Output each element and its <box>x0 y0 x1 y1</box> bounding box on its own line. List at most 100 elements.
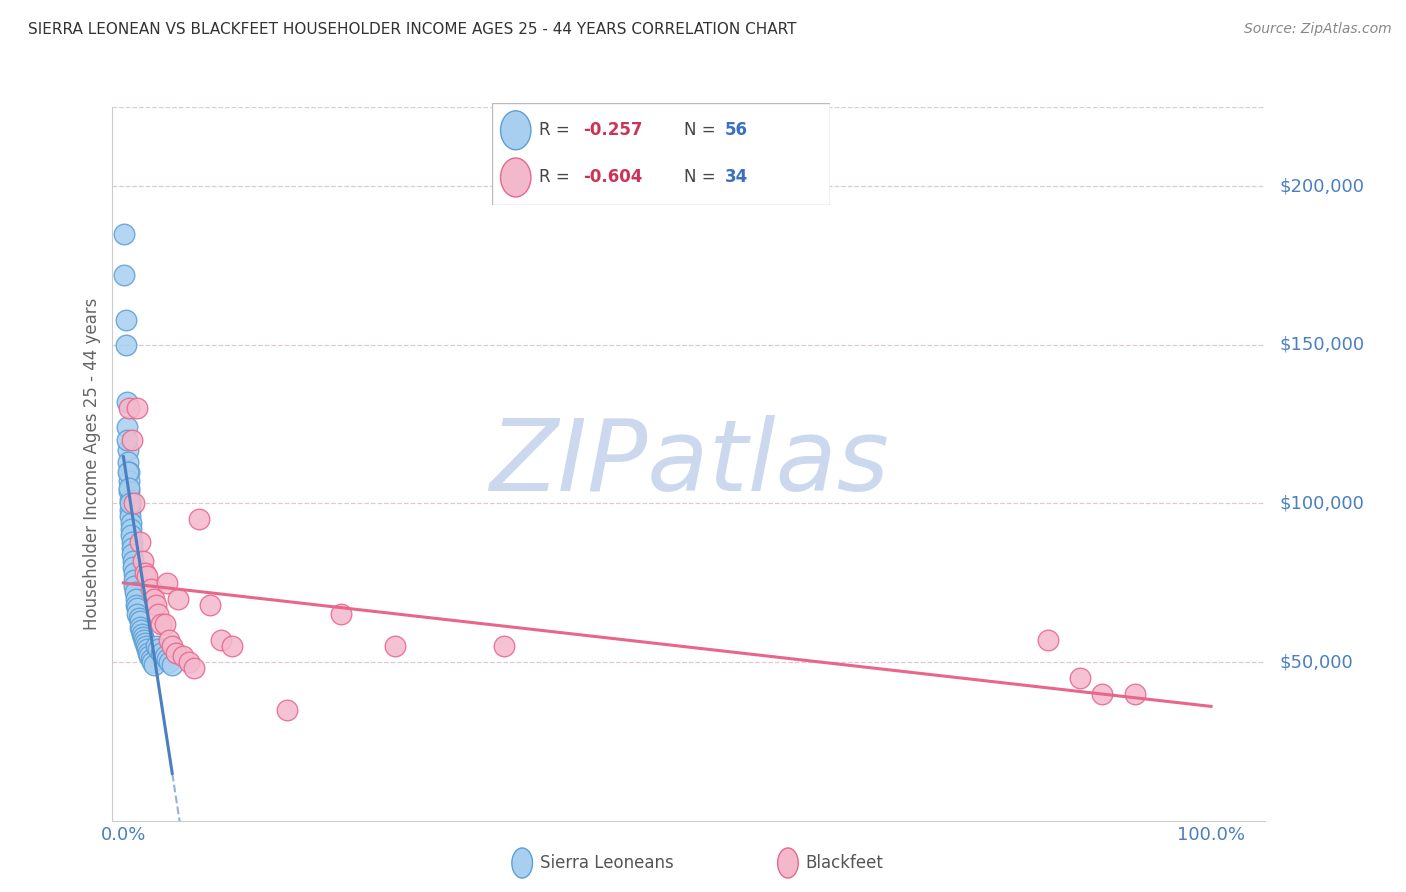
Point <box>114 312 136 326</box>
Point <box>1036 632 1059 647</box>
Point <box>115 420 138 434</box>
FancyBboxPatch shape <box>492 103 830 205</box>
Point <box>129 624 152 638</box>
Point <box>162 658 184 673</box>
Point <box>127 601 149 615</box>
Point <box>329 607 352 622</box>
Point <box>209 632 232 647</box>
Text: R =: R = <box>540 121 575 139</box>
Text: 34: 34 <box>725 169 748 186</box>
Point <box>1091 687 1114 701</box>
Point <box>492 639 515 653</box>
Point <box>114 338 136 352</box>
Text: Source: ZipAtlas.com: Source: ZipAtlas.com <box>1244 22 1392 37</box>
Point <box>156 652 179 666</box>
Point <box>134 636 156 650</box>
Text: 56: 56 <box>725 121 748 139</box>
Text: R =: R = <box>540 169 575 186</box>
Point <box>122 553 145 567</box>
Text: Sierra Leoneans: Sierra Leoneans <box>540 854 673 872</box>
Point <box>162 639 184 653</box>
Point <box>142 658 165 673</box>
Point <box>122 560 145 574</box>
Point <box>136 569 159 583</box>
Point <box>121 433 143 447</box>
Point <box>132 553 155 567</box>
Point <box>121 541 143 555</box>
Point <box>145 639 167 653</box>
Point <box>135 639 157 653</box>
Point <box>141 655 163 669</box>
Text: N =: N = <box>685 121 721 139</box>
Point <box>117 465 139 479</box>
Text: N =: N = <box>685 169 721 186</box>
Point <box>384 639 406 653</box>
Point <box>146 642 169 657</box>
Point <box>118 475 141 489</box>
Text: -0.604: -0.604 <box>583 169 643 186</box>
Point <box>153 648 176 663</box>
Point <box>172 648 194 663</box>
Point <box>121 547 143 561</box>
Point <box>115 433 138 447</box>
Point <box>200 598 222 612</box>
Point <box>122 579 145 593</box>
Point <box>127 607 149 622</box>
Point <box>128 614 150 628</box>
Point <box>118 465 141 479</box>
Text: -0.257: -0.257 <box>583 121 643 139</box>
Point <box>117 455 139 469</box>
Point <box>188 512 211 526</box>
Text: Blackfeet: Blackfeet <box>806 854 883 872</box>
Point <box>165 646 187 660</box>
Text: $100,000: $100,000 <box>1279 494 1364 513</box>
Point <box>118 483 141 498</box>
Point <box>177 655 200 669</box>
Point <box>118 503 141 517</box>
Point <box>132 630 155 644</box>
Y-axis label: Householder Income Ages 25 - 44 years: Householder Income Ages 25 - 44 years <box>83 298 101 630</box>
Point <box>118 493 141 508</box>
Point <box>150 617 173 632</box>
Point <box>138 648 160 663</box>
Point <box>157 655 180 669</box>
Point <box>145 598 167 612</box>
Text: SIERRA LEONEAN VS BLACKFEET HOUSEHOLDER INCOME AGES 25 - 44 YEARS CORRELATION CH: SIERRA LEONEAN VS BLACKFEET HOUSEHOLDER … <box>28 22 797 37</box>
Ellipse shape <box>512 848 533 878</box>
Point <box>183 661 205 675</box>
Point <box>131 626 153 640</box>
Text: $50,000: $50,000 <box>1279 653 1353 671</box>
Point <box>139 652 162 666</box>
Point <box>128 620 150 634</box>
Ellipse shape <box>778 848 799 878</box>
Text: $150,000: $150,000 <box>1279 336 1364 354</box>
Point <box>124 585 146 599</box>
Point <box>1123 687 1146 701</box>
Point <box>146 607 169 622</box>
Point <box>157 632 180 647</box>
Point <box>150 646 173 660</box>
Point <box>118 509 141 524</box>
Point <box>139 582 162 596</box>
Point <box>122 496 145 510</box>
Point <box>1069 671 1091 685</box>
Point <box>156 575 179 590</box>
Point <box>115 395 138 409</box>
Text: ZIPatlas: ZIPatlas <box>489 416 889 512</box>
Point <box>114 268 136 282</box>
Point <box>128 610 150 624</box>
Point <box>142 591 165 606</box>
Point <box>120 522 142 536</box>
Point <box>166 591 188 606</box>
Point <box>125 591 148 606</box>
Point <box>114 227 136 241</box>
Point <box>125 598 148 612</box>
Point <box>136 642 159 657</box>
Point <box>122 573 145 587</box>
Point <box>221 639 243 653</box>
Point <box>118 481 141 495</box>
Point <box>276 703 298 717</box>
Point <box>122 566 145 581</box>
Point <box>118 401 141 416</box>
Point <box>127 401 149 416</box>
